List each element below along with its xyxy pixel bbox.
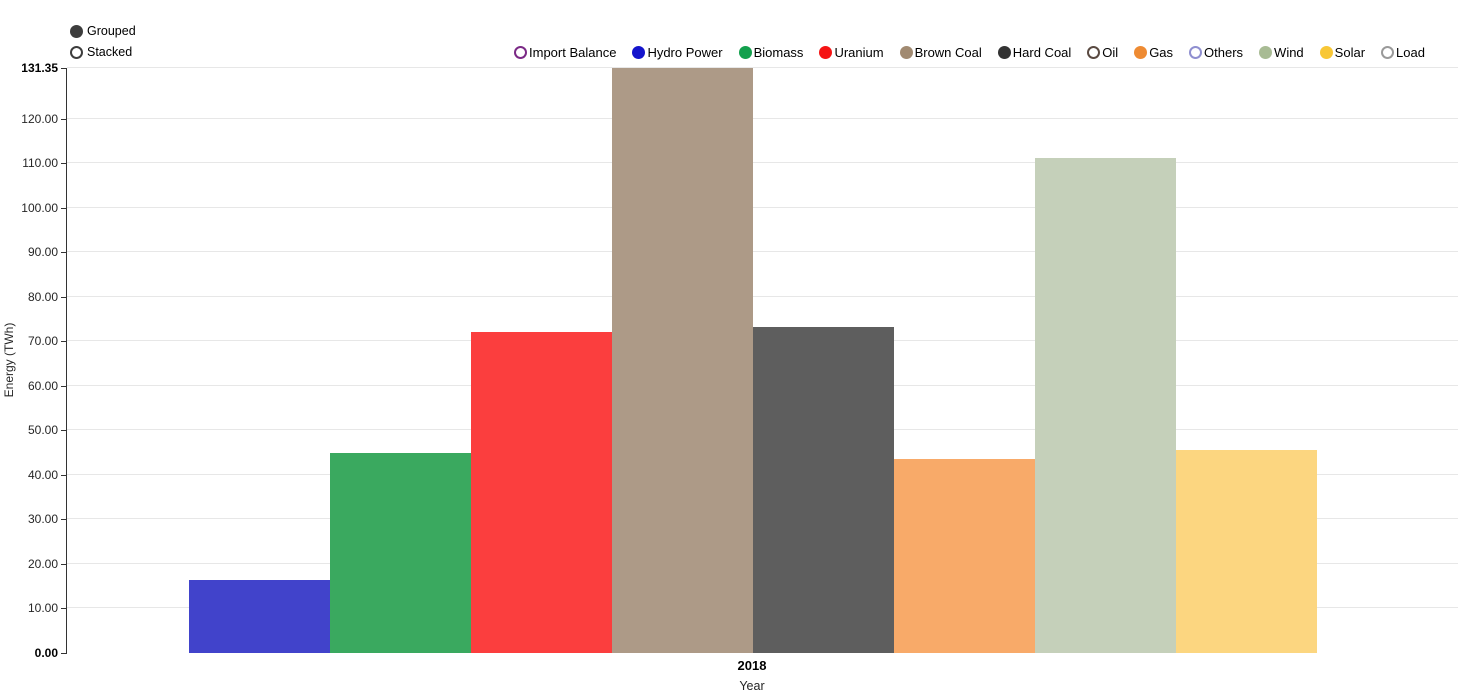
- y-tick-label: 50.00: [27, 423, 58, 438]
- y-tick-label: 120.00: [21, 111, 58, 126]
- legend-item-label: Hydro Power: [647, 45, 723, 60]
- legend-item-oil[interactable]: Oil: [1087, 45, 1118, 60]
- bar-hydro-power[interactable]: [189, 579, 330, 653]
- y-tick-mark: [61, 563, 66, 565]
- y-tick-label: 40.00: [27, 467, 58, 482]
- y-tick-label: 10.00: [27, 601, 58, 616]
- legend-item-label: Uranium: [834, 45, 884, 60]
- legend-item-label: Brown Coal: [914, 45, 982, 60]
- y-tick-mark: [61, 608, 66, 610]
- legend-item-label: Gas: [1149, 45, 1174, 60]
- gridline: [67, 251, 1458, 253]
- y-tick-label: 131.35: [21, 61, 58, 75]
- legend-item-hydro-power[interactable]: Hydro Power: [632, 45, 723, 60]
- legend-item-label: Load: [1396, 45, 1425, 60]
- legend-item-gas[interactable]: Gas: [1134, 45, 1173, 60]
- y-tick-mark: [61, 341, 66, 343]
- y-tick-mark: [61, 118, 66, 120]
- bar-brown-coal[interactable]: [612, 68, 753, 653]
- legend-item-uranium[interactable]: Uranium: [819, 45, 884, 60]
- mode-option-stacked[interactable]: Stacked: [70, 45, 136, 59]
- y-tick-label: 90.00: [27, 245, 58, 260]
- gridline: [67, 162, 1458, 164]
- series-inactive-marker-icon[interactable]: [1189, 46, 1203, 59]
- y-tick-label: 30.00: [27, 512, 58, 527]
- legend-item-label: Wind: [1274, 45, 1304, 60]
- y-axis-line: [66, 68, 67, 654]
- legend-item-others[interactable]: Others: [1189, 45, 1243, 60]
- series-inactive-marker-icon[interactable]: [1381, 46, 1395, 59]
- legend-item-load[interactable]: Load: [1381, 45, 1425, 60]
- legend-item-label: Solar: [1334, 45, 1366, 60]
- mode-option-grouped[interactable]: Grouped: [70, 24, 136, 38]
- series-active-marker-icon[interactable]: [819, 46, 833, 59]
- bar-uranium[interactable]: [471, 332, 612, 653]
- series-active-marker-icon[interactable]: [1259, 46, 1273, 59]
- y-tick-mark: [61, 296, 66, 298]
- y-tick-mark: [61, 207, 66, 209]
- legend-item-hard-coal[interactable]: Hard Coal: [997, 45, 1072, 60]
- legend-item-brown-coal[interactable]: Brown Coal: [899, 45, 982, 60]
- series-active-marker-icon[interactable]: [899, 46, 913, 59]
- gridline: [67, 67, 1458, 68]
- series-inactive-marker-icon[interactable]: [1087, 46, 1101, 59]
- y-tick-mark: [61, 519, 66, 521]
- bar-gas[interactable]: [894, 459, 1035, 653]
- y-tick-label: 70.00: [27, 334, 58, 349]
- bar-group-2018: [189, 68, 1317, 653]
- legend-item-label: Biomass: [753, 45, 804, 60]
- gridline: [67, 117, 1458, 119]
- y-tick-mark: [61, 385, 66, 387]
- series-active-marker-icon[interactable]: [997, 46, 1011, 59]
- y-tick-label: 0.00: [34, 646, 58, 660]
- legend-item-label: Oil: [1102, 45, 1119, 60]
- series-active-marker-icon[interactable]: [632, 46, 646, 59]
- legend-item-label: Import Balance: [529, 45, 617, 60]
- x-axis-title: Year: [739, 679, 765, 693]
- chart-mode-controls: Grouped Stacked: [70, 24, 136, 59]
- y-tick-label: 110.00: [22, 156, 58, 171]
- x-axis-tick: 2018: [737, 658, 767, 673]
- legend-item-biomass[interactable]: Biomass: [738, 45, 804, 60]
- y-tick-label: 20.00: [27, 556, 58, 571]
- series-active-marker-icon[interactable]: [1319, 46, 1333, 59]
- y-tick-mark: [61, 163, 66, 165]
- y-tick-mark: [61, 430, 66, 432]
- series-inactive-marker-icon[interactable]: [514, 46, 527, 59]
- bar-biomass[interactable]: [330, 453, 471, 653]
- gridline: [67, 295, 1458, 297]
- plot-area: [67, 67, 1458, 653]
- y-tick-label: 60.00: [27, 378, 58, 393]
- gridline: [67, 206, 1458, 208]
- y-tick-mark: [61, 68, 66, 69]
- y-tick-label: 100.00: [21, 200, 58, 215]
- y-tick-label: 80.00: [27, 289, 58, 304]
- bar-wind[interactable]: [1035, 157, 1176, 653]
- legend-item-solar[interactable]: Solar: [1319, 45, 1366, 60]
- y-tick-mark: [61, 653, 66, 654]
- series-active-marker-icon[interactable]: [1134, 46, 1148, 59]
- radio-unselected-icon[interactable]: [70, 45, 83, 59]
- y-tick-mark: [61, 252, 66, 254]
- legend-item-import-balance[interactable]: Import Balance: [514, 45, 616, 60]
- mode-option-label: Stacked: [87, 45, 133, 59]
- y-tick-mark: [61, 474, 66, 476]
- mode-option-label: Grouped: [87, 24, 136, 38]
- legend-item-wind[interactable]: Wind: [1259, 45, 1304, 60]
- bar-solar[interactable]: [1176, 450, 1317, 653]
- legend-item-label: Others: [1204, 45, 1244, 60]
- series-active-marker-icon[interactable]: [738, 46, 752, 59]
- bar-hard-coal[interactable]: [753, 327, 894, 653]
- legend: Import Balance Hydro Power Biomass Uranium B…: [514, 45, 1425, 60]
- legend-item-label: Hard Coal: [1012, 45, 1072, 60]
- radio-selected-icon[interactable]: [70, 24, 83, 38]
